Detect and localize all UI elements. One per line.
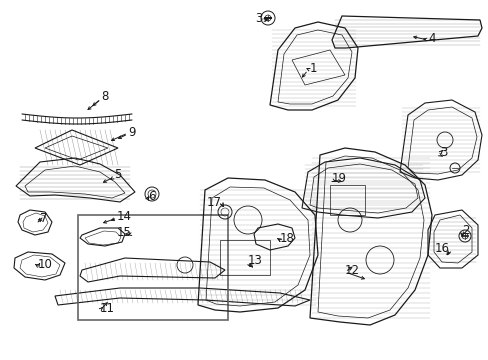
Text: 13: 13 [247,253,263,266]
Text: 3: 3 [255,12,263,24]
Bar [78,215,227,320]
Text: 4: 4 [427,31,435,45]
Text: 19: 19 [331,171,346,184]
Text: 12: 12 [345,264,359,276]
Text: 7: 7 [40,211,47,225]
Text: 10: 10 [38,257,53,270]
Text: 6: 6 [148,189,155,202]
Text: 15: 15 [117,225,132,238]
Text: 9: 9 [128,126,135,139]
Text: 11: 11 [100,302,115,315]
Text: 2: 2 [461,224,468,237]
Text: 18: 18 [280,231,294,244]
Text: 3: 3 [439,145,447,158]
Text: 14: 14 [117,210,132,222]
Text: 1: 1 [309,62,317,75]
Text: 16: 16 [434,242,449,255]
Text: 8: 8 [101,90,108,104]
Text: 5: 5 [114,168,121,181]
Text: 17: 17 [206,195,222,208]
